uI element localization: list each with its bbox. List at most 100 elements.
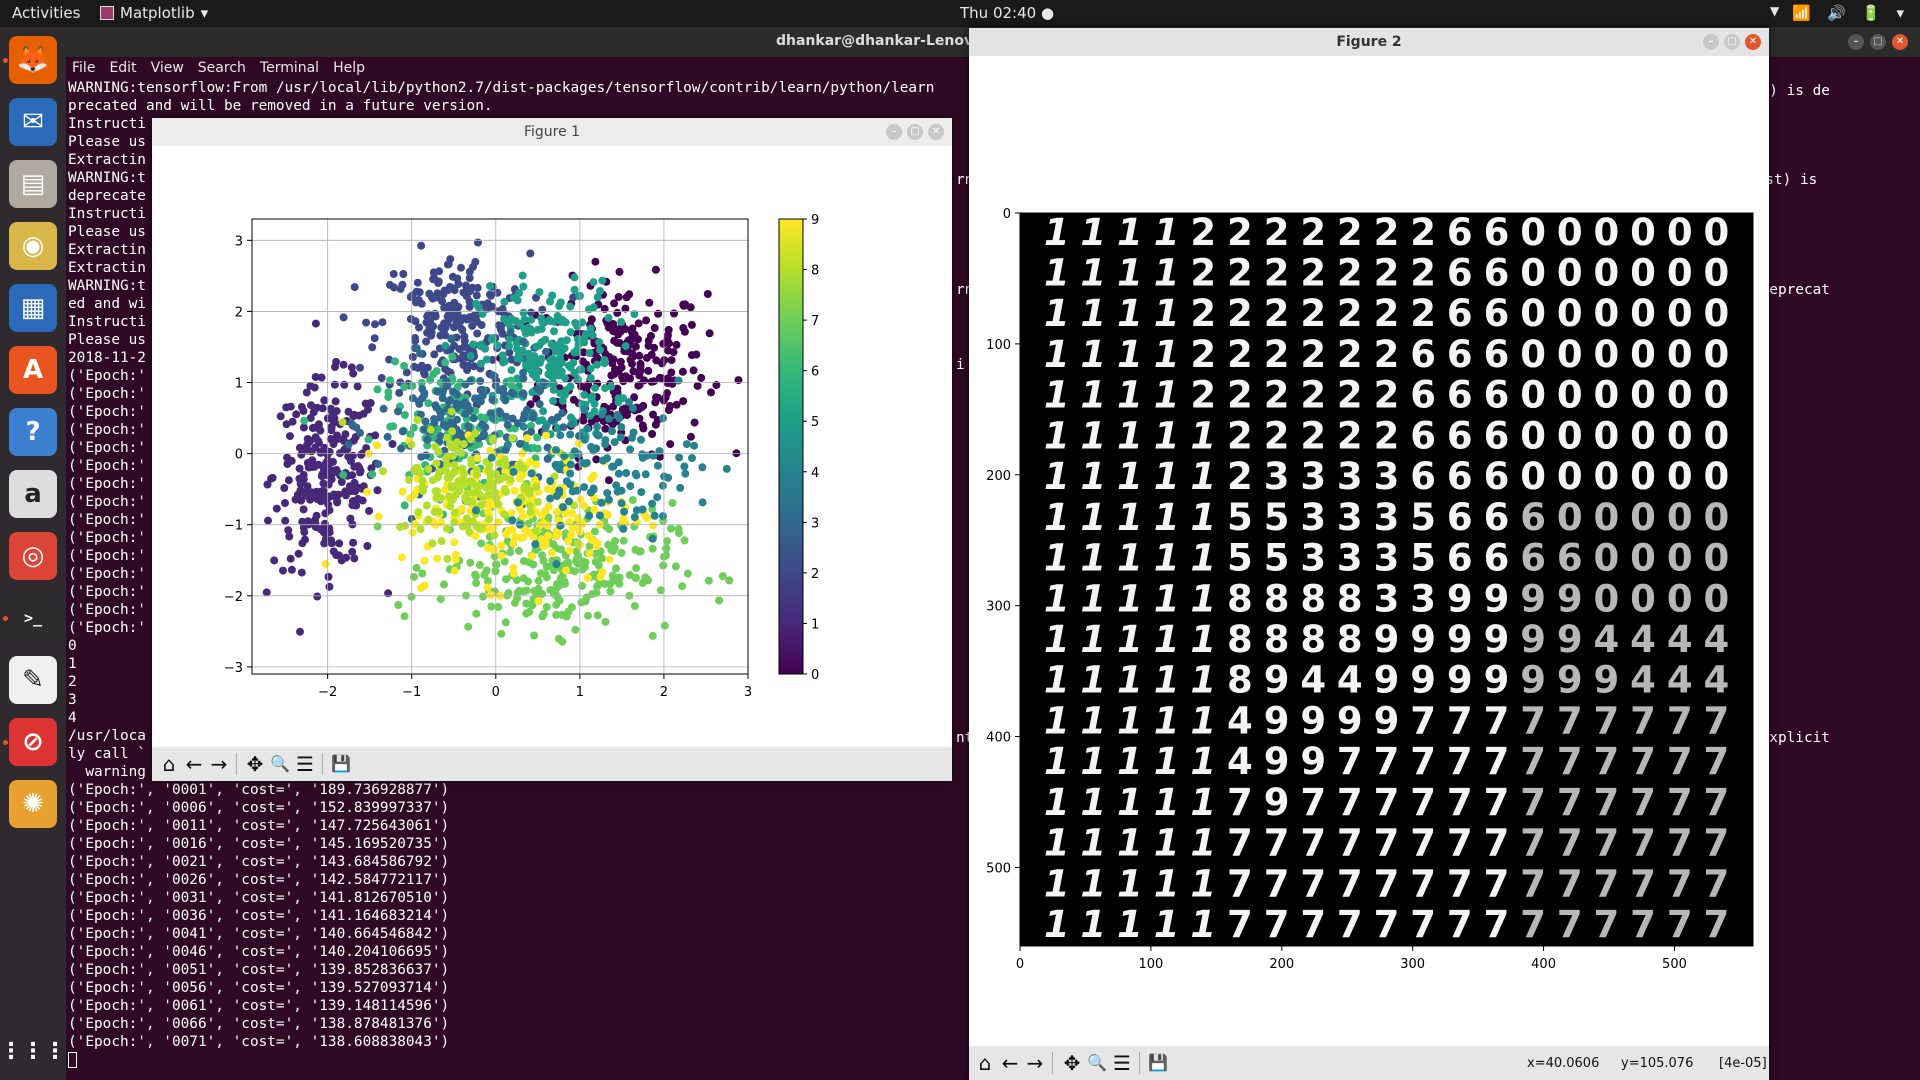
activities-button[interactable]: Activities	[12, 4, 81, 22]
pan-icon[interactable]: ✥	[1063, 1051, 1081, 1075]
scatter-point-class-5	[598, 276, 607, 285]
decoded-digit-7: 7	[1410, 822, 1436, 865]
help-icon[interactable]: ?	[9, 408, 57, 456]
ubuntu-logo-icon[interactable]: ✺	[9, 780, 57, 828]
clock[interactable]: Thu 02:40 ●	[960, 4, 1055, 22]
minimize-icon[interactable]: –	[886, 124, 902, 140]
software-center-icon[interactable]: A	[9, 346, 57, 394]
home-icon[interactable]: ⌂	[978, 1051, 992, 1075]
app-menu[interactable]: Matplotlib ▾	[100, 4, 208, 22]
terminal-title: dhankar@dhankar-Lenovo-	[776, 33, 989, 49]
back-icon[interactable]: ←	[1001, 1051, 1019, 1075]
minimize-icon[interactable]: –	[1703, 34, 1719, 50]
x-tick-label: −1	[402, 685, 421, 700]
scatter-point-class-3	[516, 439, 524, 448]
scatter-point-class-7	[487, 602, 496, 611]
scatter-point-class-3	[519, 389, 528, 398]
menu-item-file[interactable]: File	[72, 60, 96, 76]
scatter-point-class-1	[332, 357, 341, 366]
scatter-point-class-5	[580, 390, 589, 399]
menu-item-edit[interactable]: Edit	[109, 60, 137, 76]
system-tray[interactable]: 📶 🔊 🔋 ▾	[1792, 4, 1904, 22]
scatter-point-class-3	[481, 423, 490, 432]
scatter-point-class-3	[501, 396, 510, 405]
back-icon[interactable]: ←	[185, 752, 203, 776]
home-icon[interactable]: ⌂	[162, 752, 176, 776]
scatter-point-class-3	[543, 443, 552, 452]
zoom-icon[interactable]: 🔍	[1087, 1053, 1107, 1072]
chrome-icon[interactable]: ◎	[9, 532, 57, 580]
scatter-point-class-8	[453, 438, 461, 447]
scatter-plot[interactable]: −2 −1 0 1 2 3 −3 −2 −1 0 1 2 3 0 1 2 3 4 5 6 7 8 9	[152, 146, 952, 741]
decoded-digit-2: 2	[1410, 252, 1436, 295]
scatter-point-class-3	[575, 432, 583, 440]
decoded-digit-0: 0	[1594, 537, 1620, 580]
figure-1-titlebar[interactable]: Figure 1 – □ ✕	[152, 118, 952, 146]
minimize-icon[interactable]: –	[1848, 34, 1864, 50]
scatter-point-class-4	[593, 422, 602, 431]
decoded-digit-2: 2	[1374, 292, 1400, 335]
show-applications-icon[interactable]: ⋮⋮⋮	[0, 1038, 66, 1064]
forward-icon[interactable]: →	[1026, 1051, 1044, 1075]
rhythmbox-icon[interactable]: ◉	[9, 222, 57, 270]
files-icon[interactable]: ▤	[9, 160, 57, 208]
scatter-point-class-9	[497, 541, 506, 550]
figure-2-titlebar[interactable]: Figure 2 – □ ✕	[969, 28, 1769, 56]
pan-icon[interactable]: ✥	[246, 752, 264, 776]
menu-item-terminal[interactable]: Terminal	[259, 60, 320, 76]
menu-item-help[interactable]: Help	[333, 60, 365, 76]
scatter-point-class-0	[579, 348, 588, 357]
close-icon[interactable]: ✕	[928, 124, 944, 140]
figure-1-window[interactable]: Figure 1 – □ ✕ −2 −1 0 1 2 3 −3 −2 −1 0 1 2 3 0 1 2 3 4 5 6…	[152, 118, 952, 781]
chevron-down-icon[interactable]: ▼	[1770, 4, 1780, 18]
libreoffice-writer-icon[interactable]: ▦	[9, 284, 57, 332]
scatter-point-class-8	[443, 433, 452, 442]
terminal-icon[interactable]: >_	[9, 594, 57, 642]
scatter-point-class-4	[554, 461, 563, 469]
scatter-point-class-8	[400, 521, 409, 530]
scatter-point-class-2	[486, 291, 495, 300]
close-icon[interactable]: ✕	[1745, 34, 1761, 50]
pixel-value-readout: [4e-05]	[1719, 1056, 1767, 1071]
menu-item-view[interactable]: View	[150, 60, 184, 76]
maximize-icon[interactable]: □	[907, 124, 923, 140]
save-icon[interactable]: 💾	[331, 754, 351, 773]
forward-icon[interactable]: →	[210, 752, 228, 776]
scatter-point-class-1	[335, 449, 344, 458]
decoded-digit-0: 0	[1704, 211, 1730, 254]
decoded-digit-0: 0	[1557, 252, 1583, 295]
close-icon[interactable]: ✕	[1892, 34, 1908, 50]
scatter-point-class-7	[524, 577, 533, 586]
maximize-icon[interactable]: □	[1870, 34, 1886, 50]
configure-subplots-icon[interactable]: ☰	[1113, 1051, 1131, 1075]
amazon-icon[interactable]: a	[9, 470, 57, 518]
scatter-point-class-4	[637, 488, 646, 497]
digit-manifold-image[interactable]: 1 1 1 1 2 2 2 2 2 2 2 6 6 0 0 0 0 0 01 1 1 1 2 2 2 2 2 2 2 6 6 0 0 0 0 0 01 1…	[969, 56, 1769, 1046]
decoded-digit-7: 7	[1630, 699, 1656, 742]
maximize-icon[interactable]: □	[1724, 34, 1740, 50]
decoded-digit-7: 7	[1374, 903, 1400, 946]
scatter-point-class-5	[515, 289, 524, 297]
menu-item-search[interactable]: Search	[197, 60, 246, 76]
decoded-digit-1: 1	[1044, 822, 1070, 865]
scatter-point-class-8	[508, 434, 517, 442]
thunderbird-icon[interactable]: ✉	[9, 98, 57, 146]
decoded-digit-9: 9	[1300, 699, 1326, 742]
scatter-point-class-8	[405, 476, 413, 484]
configure-subplots-icon[interactable]: ☰	[296, 752, 314, 776]
terminal-line: ('Epoch:'	[68, 512, 146, 528]
matplotlib-icon[interactable]: ⊘	[9, 718, 57, 766]
firefox-icon[interactable]: 🦊	[9, 36, 57, 84]
decoded-digit-1: 1	[1154, 577, 1180, 620]
save-icon[interactable]: 💾	[1148, 1053, 1168, 1072]
text-editor-icon[interactable]: ✎	[9, 656, 57, 704]
top-bar: Activities Matplotlib ▾ Thu 02:40 ● ▼ 📶 …	[0, 0, 1920, 27]
scatter-point-class-5	[570, 273, 579, 282]
toolbar-separator	[236, 753, 237, 775]
scatter-point-class-3	[433, 387, 442, 396]
zoom-icon[interactable]: 🔍	[270, 754, 290, 773]
terminal-output[interactable]: WARNING:tensorflow:From /usr/local/lib/p…	[68, 79, 934, 1051]
scatter-point-class-9	[497, 551, 506, 560]
decoded-digit-7: 7	[1594, 740, 1620, 783]
